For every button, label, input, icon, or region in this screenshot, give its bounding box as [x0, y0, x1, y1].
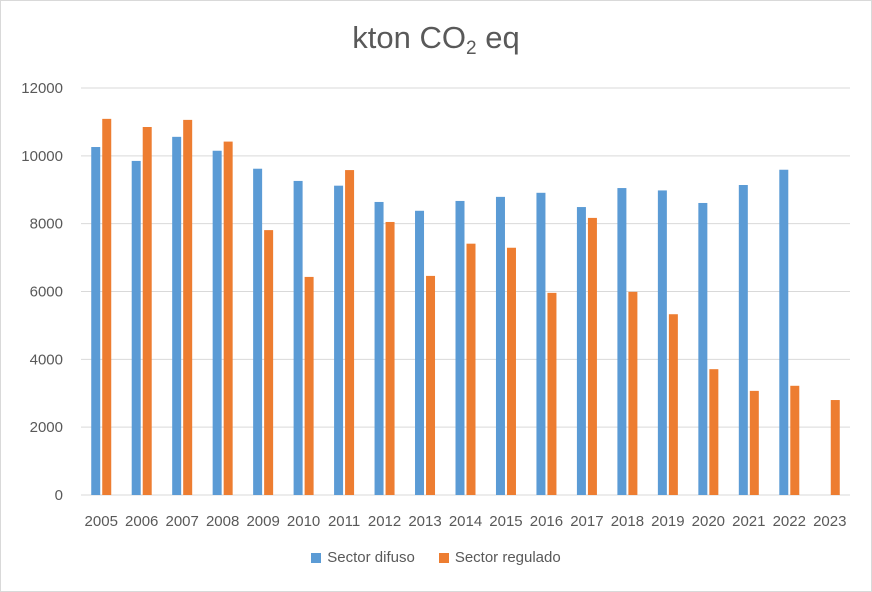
bar-regulado	[223, 141, 233, 496]
legend-label-regulado: Sector regulado	[454, 549, 561, 566]
bar-regulado	[304, 276, 314, 495]
legend-item-regulado: Sector regulado	[438, 549, 561, 566]
x-tick-label: 2006	[125, 513, 158, 530]
x-tick-label: 2008	[206, 513, 239, 530]
x-tick-label: 2019	[651, 513, 684, 530]
x-tick-label: 2012	[368, 513, 401, 530]
bar-regulado	[345, 170, 355, 495]
bar-difuso	[779, 169, 789, 495]
bar-difuso	[334, 185, 344, 495]
bar-difuso	[495, 196, 505, 495]
x-tick-label: 2011	[328, 513, 360, 530]
x-tick-label: 2017	[570, 513, 603, 530]
bar-regulado	[466, 243, 476, 495]
bar-regulado	[668, 314, 678, 495]
bar-regulado	[790, 385, 800, 495]
x-tick-label: 2023	[813, 513, 846, 530]
legend-item-difuso: Sector difuso	[311, 549, 415, 566]
x-tick-label: 2013	[408, 513, 441, 530]
bar-difuso	[657, 190, 667, 495]
bar-difuso	[576, 207, 586, 496]
bar-regulado	[709, 369, 719, 495]
bar-regulado	[547, 292, 557, 495]
x-tick-label: 2014	[449, 513, 482, 530]
y-tick-label: 8000	[30, 216, 63, 233]
x-tick-label: 2022	[773, 513, 806, 530]
bar-regulado	[385, 221, 395, 496]
bar-difuso	[536, 192, 546, 496]
bar-regulado	[142, 127, 152, 496]
x-tick-label: 2016	[530, 513, 563, 530]
bar-difuso	[738, 185, 748, 496]
bar-difuso	[212, 150, 222, 495]
bar-regulado	[749, 390, 759, 495]
x-tick-label: 2005	[85, 513, 118, 530]
y-tick-label: 2000	[30, 419, 63, 436]
bar-regulado	[506, 247, 516, 495]
x-tick-label: 2007	[165, 513, 198, 530]
bar-regulado	[183, 119, 193, 496]
x-tick-label: 2010	[287, 513, 320, 530]
y-tick-label: 10000	[21, 148, 63, 165]
bar-difuso	[698, 202, 708, 496]
x-tick-label: 2015	[489, 513, 522, 530]
legend: Sector difuso Sector regulado	[0, 549, 872, 566]
y-tick-label: 4000	[30, 351, 63, 368]
bar-difuso	[415, 210, 425, 496]
x-tick-label: 2021	[732, 513, 765, 530]
plot-area: 0 2000 4000 6000 8000 10000 12000 2005 2006 2007 2…	[21, 80, 850, 530]
bar-difuso	[172, 136, 182, 495]
x-tick-label: 2020	[692, 513, 725, 530]
bar-regulado	[426, 275, 436, 495]
x-tick-label: 2009	[246, 513, 279, 530]
bar-difuso	[293, 180, 303, 495]
bar-difuso	[374, 201, 384, 495]
bar-difuso	[253, 168, 263, 495]
legend-label-difuso: Sector difuso	[327, 549, 415, 566]
y-tick-label: 12000	[21, 80, 63, 97]
bar-difuso	[617, 188, 627, 495]
bar-regulado	[102, 118, 112, 495]
legend-swatch-difuso	[311, 552, 322, 563]
x-tick-label: 2018	[611, 513, 644, 530]
bar-regulado	[264, 230, 274, 495]
y-tick-label: 6000	[30, 284, 63, 301]
legend-swatch-regulado	[438, 552, 449, 563]
bar-regulado	[830, 400, 840, 495]
bar-difuso	[131, 160, 141, 495]
bar-difuso	[91, 147, 101, 495]
bar-regulado	[628, 291, 638, 495]
bar-difuso	[455, 200, 465, 495]
y-tick-label: 0	[55, 487, 63, 504]
chart-title: kton CO2 eq	[352, 20, 520, 59]
bar-regulado	[587, 217, 597, 496]
